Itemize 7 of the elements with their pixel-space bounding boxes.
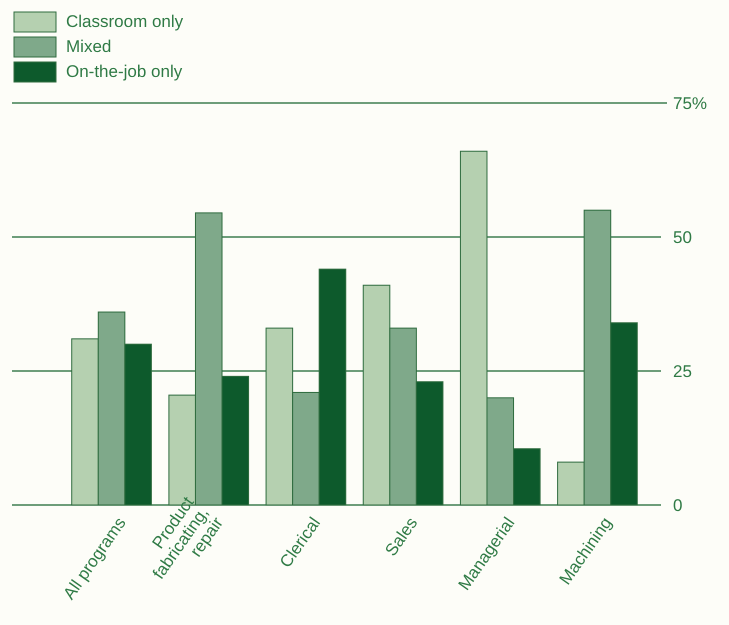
y-tick-label: 75% <box>673 94 708 113</box>
y-tick-label: 0 <box>673 496 682 515</box>
y-tick-label: 50 <box>673 228 692 247</box>
legend-label: Classroom only <box>66 12 184 31</box>
legend-label: Mixed <box>66 37 112 56</box>
legend-label: On-the-job only <box>66 62 183 81</box>
y-tick-label: 25 <box>673 362 692 381</box>
